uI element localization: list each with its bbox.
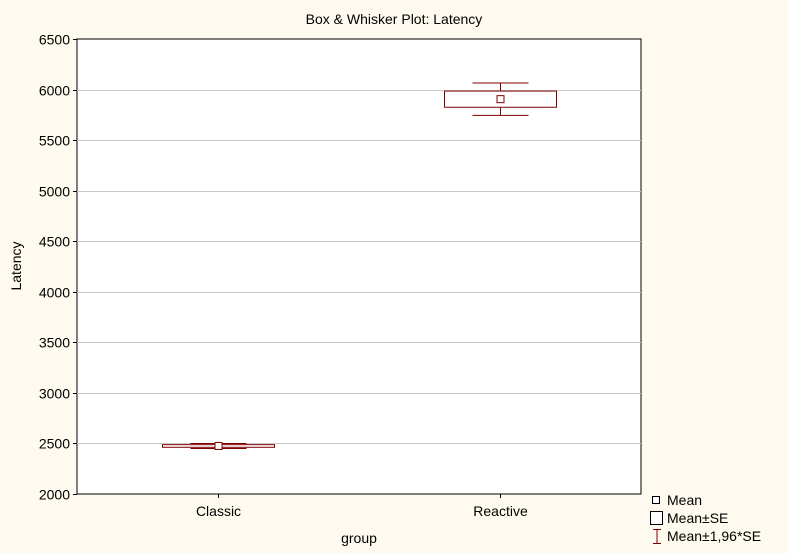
x-tick-label: Reactive <box>473 503 528 519</box>
x-tick-label: Classic <box>196 503 241 519</box>
grid-lines <box>77 90 641 444</box>
y-axis-ticks: 2000 2500 3000 3500 4000 4500 5000 5500 6000 6500 <box>39 32 77 503</box>
y-tick-label: 4500 <box>39 234 70 250</box>
x-axis-label: group <box>341 530 377 546</box>
y-tick-label: 6500 <box>39 32 70 48</box>
box-marks <box>162 82 557 450</box>
box-group-classic <box>162 441 275 450</box>
box-icon <box>650 511 663 525</box>
y-tick-label: 5500 <box>39 133 70 149</box>
legend-label-ci: Mean±1,96*SE <box>667 528 762 544</box>
y-tick-label: 5000 <box>39 184 70 200</box>
mean-marker <box>214 441 223 450</box>
chart-title: Box & Whisker Plot: Latency <box>306 11 483 27</box>
y-axis-label: Latency <box>8 241 24 290</box>
y-tick-label: 6000 <box>39 83 70 99</box>
plot-area <box>76 38 642 495</box>
y-tick-label: 3500 <box>39 335 70 351</box>
y-tick-label: 4000 <box>39 285 70 301</box>
legend-label-mean: Mean <box>667 492 703 508</box>
mean-marker <box>496 95 505 104</box>
mean-marker-icon <box>652 496 660 504</box>
legend-label-mean-se: Mean±SE <box>667 510 729 526</box>
y-tick-label: 3000 <box>39 386 70 402</box>
box-group-reactive <box>444 82 557 116</box>
whisker-icon <box>653 529 661 544</box>
y-tick-label: 2000 <box>39 487 70 503</box>
x-axis-ticks: Classic Reactive <box>196 494 528 519</box>
y-tick-label: 2500 <box>39 436 70 452</box>
